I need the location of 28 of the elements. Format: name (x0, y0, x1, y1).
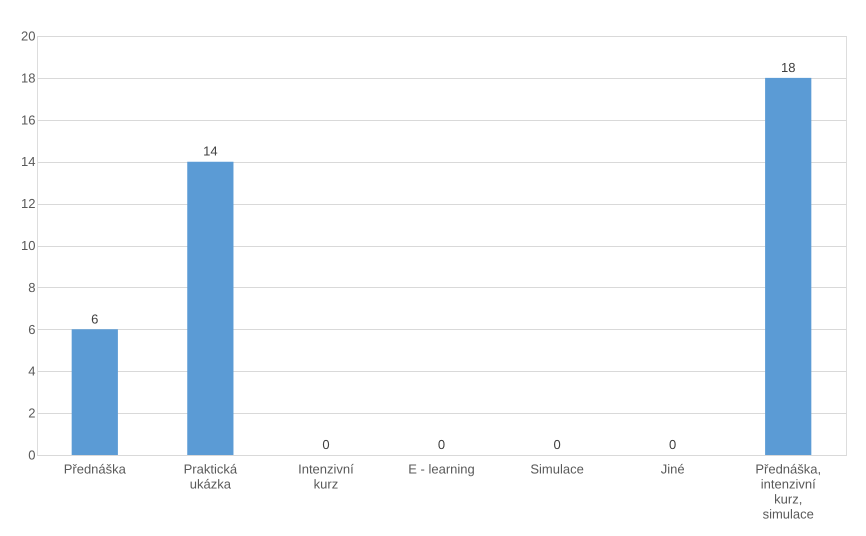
y-tick-label: 16 (21, 112, 36, 128)
y-tick-label: 0 (28, 448, 36, 462)
y-tick-label: 4 (28, 364, 36, 379)
data-label: 0 (669, 437, 676, 452)
x-tick-label: Přednáška, intenzivní kurz, simulace (755, 462, 822, 522)
x-tick-label: Praktická ukázka (184, 462, 238, 492)
y-tick-label: 8 (28, 280, 36, 295)
data-label: 0 (553, 437, 561, 452)
y-tick-label: 20 (21, 28, 36, 44)
y-tick-label: 14 (21, 154, 36, 170)
x-tick-label: Simulace (530, 462, 584, 476)
x-tick-label: Přednáška (64, 462, 127, 476)
data-label: 6 (91, 311, 98, 326)
data-label: 0 (322, 437, 330, 452)
x-tick-label: Intenzivní kurz (298, 462, 354, 492)
bar (765, 78, 812, 455)
data-label: 0 (438, 437, 446, 452)
y-tick-label: 12 (21, 196, 36, 212)
x-tick-label: E - learning (408, 462, 475, 476)
x-tick-label: Jiné (660, 462, 685, 476)
y-tick-label: 10 (21, 238, 36, 253)
data-label: 18 (780, 60, 796, 75)
bar (187, 162, 234, 455)
y-tick-label: 18 (21, 70, 36, 86)
y-tick-label: 2 (28, 406, 36, 421)
data-label: 14 (203, 144, 218, 159)
bar (72, 329, 118, 455)
y-tick-label: 6 (28, 322, 36, 337)
